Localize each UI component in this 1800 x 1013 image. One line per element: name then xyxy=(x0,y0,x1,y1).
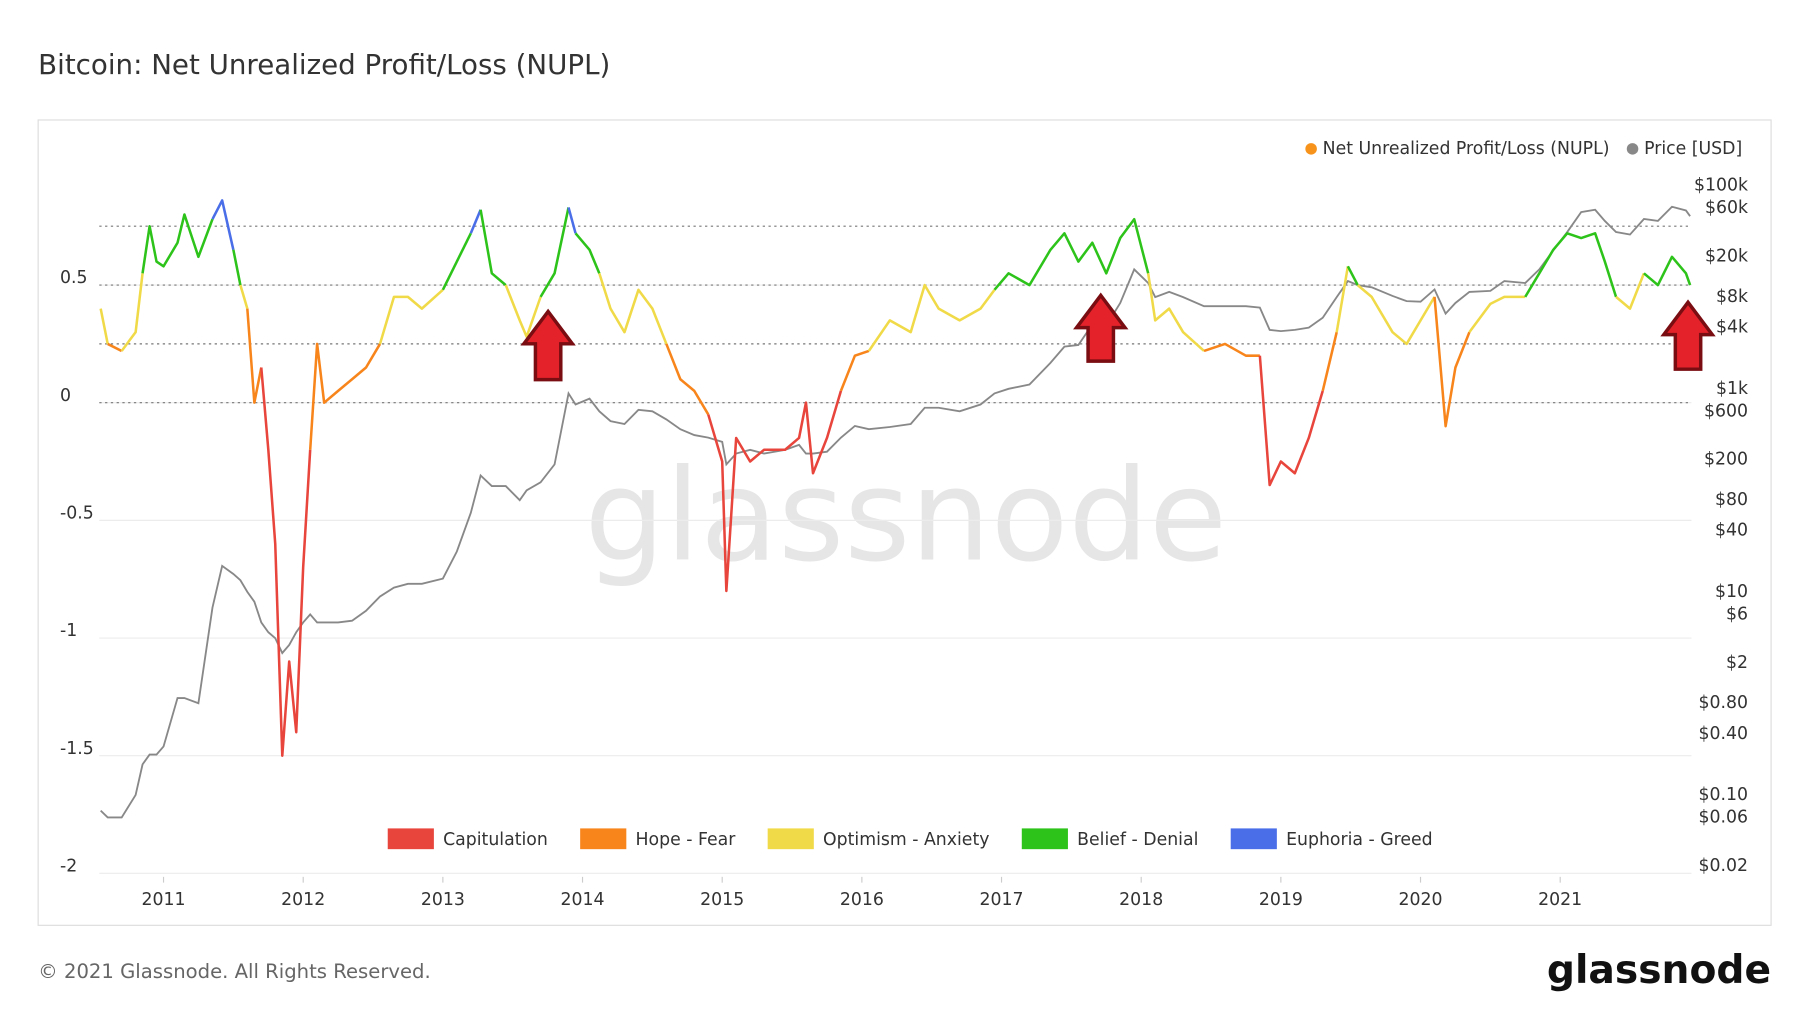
y2-tick-label: $0.06 xyxy=(1698,807,1748,827)
nupl-line xyxy=(1356,284,1436,346)
zone-legend-label: Belief - Denial xyxy=(1077,830,1198,850)
nupl-line xyxy=(539,207,570,298)
nupl-line xyxy=(574,232,601,274)
nupl-line xyxy=(598,272,668,345)
price-line xyxy=(100,205,1691,819)
nupl-line xyxy=(993,217,1150,291)
y2-tick-label: $4k xyxy=(1716,318,1748,338)
zone-legend-label: Hope - Fear xyxy=(636,830,737,850)
nupl-line xyxy=(1258,355,1324,487)
chart-title: Bitcoin: Net Unrealized Profit/Loss (NUP… xyxy=(38,48,610,81)
legend-label: Price [USD] xyxy=(1644,139,1742,159)
nupl-line xyxy=(867,283,996,352)
y2-tick-label: $0.80 xyxy=(1698,693,1748,713)
y-tick-label: 0.5 xyxy=(60,268,88,288)
nupl-line xyxy=(504,284,542,339)
zone-legend-label: Euphoria - Greed xyxy=(1286,830,1433,850)
y2-tick-label: $40 xyxy=(1715,521,1748,541)
y2-tick-label: $60k xyxy=(1705,198,1748,218)
nupl-line xyxy=(1615,272,1646,310)
x-tick-label: 2016 xyxy=(840,890,884,910)
y-tick-label: -0.5 xyxy=(60,503,94,523)
legend-swatch xyxy=(1626,143,1639,155)
zone-legend-label: Optimism - Anxiety xyxy=(823,830,989,850)
logo: glassnode xyxy=(1547,948,1771,993)
arrow xyxy=(520,308,576,382)
footer: © 2021 Glassnode. All Rights Reserved. xyxy=(38,960,431,983)
y2-tick-label: $0.02 xyxy=(1698,856,1748,876)
watermark: glassnode xyxy=(585,442,1228,590)
nupl-line xyxy=(479,209,507,287)
chart-frame xyxy=(37,119,1772,926)
nupl-line xyxy=(211,199,235,251)
legend-label: Net Unrealized Profit/Loss (NUPL) xyxy=(1323,139,1610,159)
zone-legend-swatch xyxy=(580,828,627,850)
y-tick-label: -2 xyxy=(60,856,77,876)
legend-swatch xyxy=(1305,143,1317,155)
nupl-line xyxy=(378,288,444,345)
x-tick-label: 2017 xyxy=(980,890,1024,910)
x-tick-label: 2015 xyxy=(700,890,744,910)
zone-legend-swatch xyxy=(1230,828,1277,850)
arrow xyxy=(1660,299,1716,371)
nupl-line xyxy=(260,367,312,757)
y2-tick-label: $100k xyxy=(1694,176,1748,196)
x-tick-label: 2013 xyxy=(421,890,465,910)
zone-legend-swatch xyxy=(1021,828,1068,850)
nupl-line xyxy=(1468,295,1526,333)
nupl-line xyxy=(246,308,263,404)
nupl-line xyxy=(141,213,214,274)
nupl-line xyxy=(1203,342,1260,357)
nupl-line xyxy=(99,308,109,345)
nupl-line xyxy=(839,349,870,392)
nupl-line xyxy=(1321,331,1338,392)
y2-tick-label: $0.40 xyxy=(1698,724,1748,744)
nupl-line xyxy=(567,207,577,234)
nupl-line xyxy=(707,390,843,593)
nupl-line xyxy=(1433,296,1471,428)
y-tick-label: -1.5 xyxy=(60,739,94,759)
zone-legend-label: Capitulation xyxy=(443,830,548,850)
nupl-line xyxy=(107,342,123,353)
x-tick-label: 2011 xyxy=(142,890,186,910)
nupl-line xyxy=(1346,265,1359,286)
nupl-line xyxy=(1146,273,1205,352)
nupl-line xyxy=(1643,255,1692,287)
y-tick-label: 0 xyxy=(60,386,71,406)
y2-tick-label: $8k xyxy=(1716,287,1748,307)
y2-tick-label: $6 xyxy=(1726,604,1748,624)
x-tick-label: 2012 xyxy=(281,890,325,910)
nupl-line xyxy=(239,284,249,309)
annotation-arrows xyxy=(520,292,1716,382)
zone-legend-swatch xyxy=(767,828,814,850)
nupl-line xyxy=(308,342,382,450)
nupl-line xyxy=(232,249,242,286)
y2-tick-label: $0.10 xyxy=(1698,785,1748,805)
y2-tick-label: $20k xyxy=(1705,247,1748,267)
y2-tick-label: $2 xyxy=(1726,653,1748,673)
nupl-line xyxy=(441,232,472,291)
y-tick-label: -1 xyxy=(60,621,77,641)
nupl-line xyxy=(665,343,710,416)
y2-tick-label: $600 xyxy=(1704,401,1748,421)
x-tick-label: 2020 xyxy=(1399,890,1443,910)
x-tick-label: 2021 xyxy=(1538,890,1582,910)
x-tick-label: 2014 xyxy=(561,890,605,910)
x-tick-label: 2018 xyxy=(1119,890,1163,910)
nupl-line xyxy=(1335,266,1350,333)
arrow xyxy=(1073,292,1129,363)
y2-tick-label: $80 xyxy=(1715,490,1748,510)
nupl-line xyxy=(120,273,144,352)
zone-legend-swatch xyxy=(387,828,434,850)
x-tick-label: 2019 xyxy=(1259,890,1303,910)
nupl-line xyxy=(1524,232,1618,298)
y2-tick-label: $1k xyxy=(1716,379,1748,399)
y2-tick-label: $200 xyxy=(1704,450,1748,470)
nupl-line xyxy=(469,209,482,234)
y2-tick-label: $10 xyxy=(1715,582,1748,602)
